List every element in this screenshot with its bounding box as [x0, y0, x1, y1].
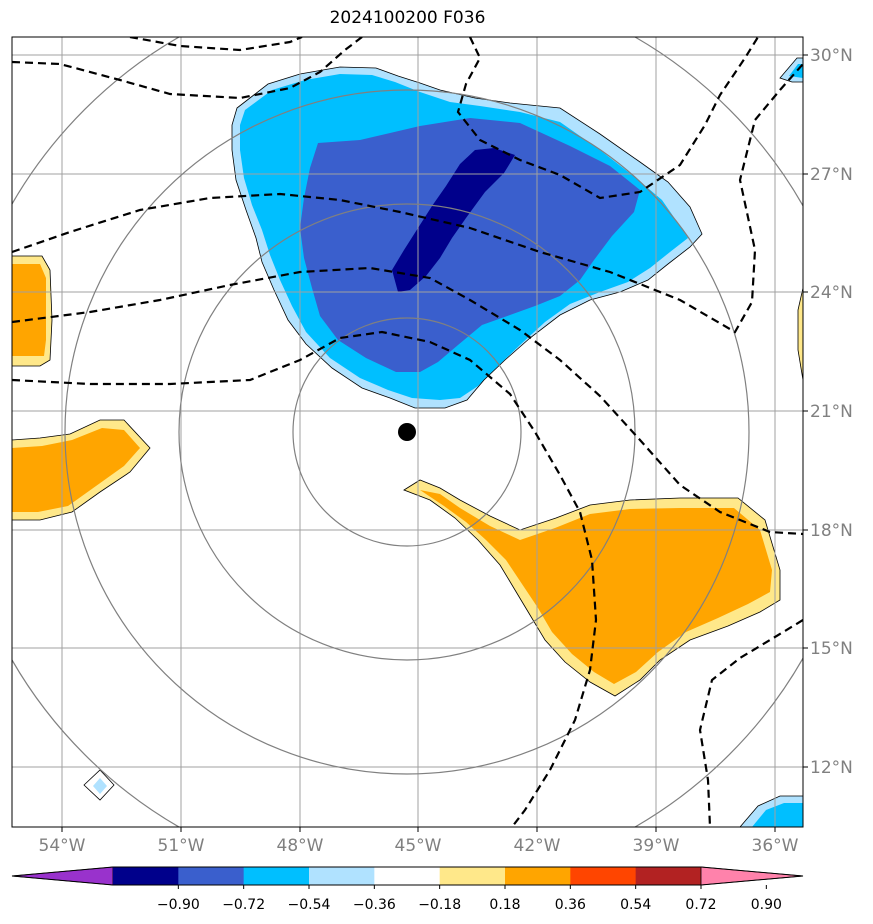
negative-anomaly-region: [231, 66, 703, 409]
colorbar-segment: [113, 867, 179, 885]
colorbar-tick-label: 0.90: [751, 897, 782, 913]
colorbar-extend-low: [11, 866, 114, 886]
colorbar-segment: [374, 867, 441, 885]
colorbar-tick-label: 0.54: [620, 897, 651, 913]
lon-label: 51°W: [158, 836, 205, 856]
colorbar-segment: [505, 867, 571, 885]
lat-label: 12°N: [810, 758, 853, 778]
contour-line: [12, 330, 598, 827]
map-gridlines: [12, 37, 803, 827]
range-ring: [292, 317, 522, 547]
map-frame: [11, 36, 804, 828]
lat-label: 18°N: [810, 521, 853, 541]
contour-line: [12, 63, 803, 334]
lon-label: 39°W: [633, 836, 680, 856]
lon-label: 54°W: [39, 836, 86, 856]
lon-labels: 54°W 51°W 48°W 45°W 42°W 39°W 36°W: [39, 836, 799, 856]
contour-line: [456, 37, 759, 200]
range-ring: [64, 89, 750, 775]
contour-line: [129, 37, 303, 52]
dashed-contours: [12, 37, 803, 827]
colorbar: [11, 866, 804, 889]
lon-label: 48°W: [277, 836, 324, 856]
lon-label: 42°W: [514, 836, 561, 856]
colorbar-tick-label: 0.36: [555, 897, 586, 913]
lon-label: 36°W: [752, 836, 799, 856]
colorbar-segment: [635, 867, 702, 885]
contour-line: [12, 37, 363, 100]
colorbar-segment: [309, 867, 375, 885]
lat-labels: 30°N 27°N 24°N 21°N 18°N 15°N 12°N: [810, 46, 853, 778]
colorbar-tick-label: −0.72: [222, 897, 265, 913]
colorbar-labels: −0.90 −0.72 −0.54 −0.36 −0.18 0.18 0.36 0.54 0.7…: [157, 897, 782, 913]
map-title: 2024100200 F036: [329, 8, 486, 28]
colorbar-outline: [11, 866, 804, 886]
colorbar-tick-label: −0.54: [288, 897, 331, 913]
colorbar-segment: [243, 867, 310, 885]
lat-label: 27°N: [810, 165, 853, 185]
lon-label: 45°W: [395, 836, 442, 856]
colorbar-segment: [570, 867, 637, 885]
colorbar-tick-label: −0.90: [157, 897, 200, 913]
lat-label: 21°N: [810, 402, 853, 422]
range-rings: [12, 37, 803, 827]
positive-anomaly-region-wedge: [12, 255, 803, 381]
contour-line: [12, 266, 803, 536]
lat-label: 24°N: [810, 283, 853, 303]
negative-anomaly-small-sw: [83, 769, 115, 801]
storm-center-marker: [398, 423, 416, 441]
colorbar-tick-label: −0.36: [353, 897, 396, 913]
colorbar-segment: [178, 867, 245, 885]
axis-ticks: [61, 54, 808, 832]
map-plot-area: [12, 37, 803, 827]
colorbar-tick-label: −0.18: [418, 897, 461, 913]
colorbar-segment: [439, 867, 506, 885]
lat-label: 30°N: [810, 46, 853, 66]
colorbar-extend-high: [700, 866, 804, 886]
contour-line: [698, 619, 803, 827]
positive-anomaly-region-se: [403, 479, 781, 697]
lat-label: 15°N: [810, 639, 853, 659]
colorbar-tick-label: 0.72: [685, 897, 716, 913]
range-ring: [178, 203, 636, 661]
colorbar-tick-label: 0.18: [489, 897, 520, 913]
negative-anomaly-corner-se: [739, 795, 803, 827]
positive-anomaly-region-w: [12, 419, 151, 521]
